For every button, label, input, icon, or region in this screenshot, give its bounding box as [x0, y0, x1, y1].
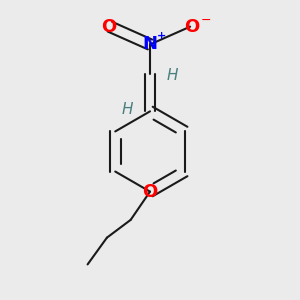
Text: O: O [101, 18, 116, 36]
Text: H: H [167, 68, 178, 83]
Text: H: H [122, 102, 134, 117]
Text: N: N [142, 35, 158, 53]
Text: O: O [184, 18, 199, 36]
Text: −: − [200, 14, 211, 27]
Text: +: + [157, 31, 166, 40]
Text: O: O [142, 183, 158, 201]
